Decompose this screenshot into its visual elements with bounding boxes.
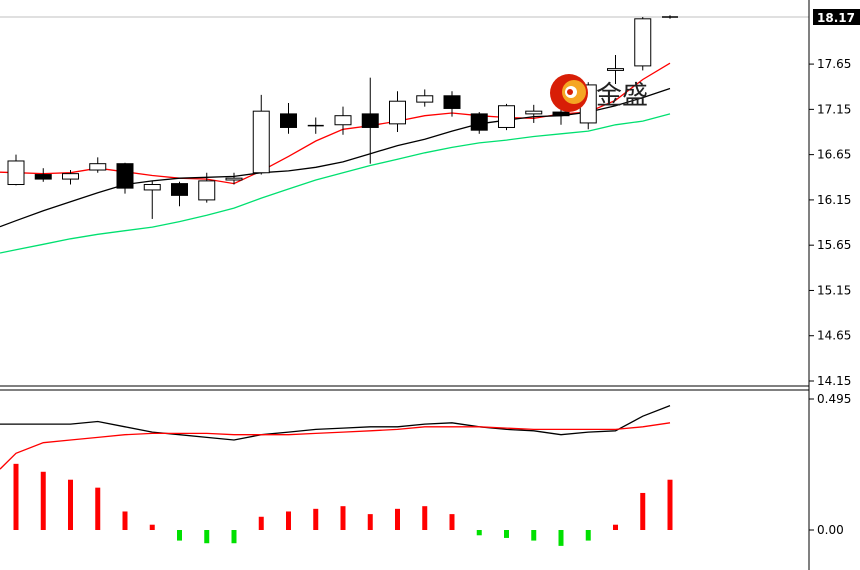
candle [7,154,25,186]
candle [634,17,652,71]
candle-body [470,113,488,131]
current-price-tag: 18.17 [813,9,860,25]
watermark-text: 金盛 [596,81,648,111]
osc-bar [95,487,101,530]
candle [89,157,107,173]
osc-bar [395,508,400,530]
candle-body [143,184,161,191]
price-tick-label: 17.15 [817,102,851,116]
oscillator-bars [13,463,673,546]
osc-bar [531,530,537,541]
osc-bar [558,530,564,546]
osc-bar [68,479,73,530]
candle [662,15,678,19]
osc-tick-label: 0.495 [817,392,851,406]
price-tick-label: 15.65 [817,238,851,252]
osc-tick-label: 0.00 [817,523,844,537]
candle-body [389,100,406,125]
jinsheng-logo-icon [550,74,588,112]
candle [607,55,624,85]
candle [307,117,324,134]
osc-bar [177,530,182,541]
candle-body [607,68,624,71]
candle [361,77,379,164]
oscillator-lines [0,404,671,470]
candlesticks [7,15,678,219]
osc-bar [40,471,46,530]
osc-line-0 [0,404,671,441]
candle [416,89,434,107]
candle [443,91,461,117]
candle [334,106,352,135]
osc-bar [231,530,237,544]
candle [225,172,243,185]
candle-body [7,160,25,186]
price-tick-label: 16.65 [817,148,851,162]
candle [470,112,488,134]
candle [252,94,270,175]
candle-body [225,177,243,181]
candle [116,162,134,194]
candle-body [280,113,297,128]
candle-body [116,163,134,189]
candle [171,181,188,207]
ma-line-2 [0,113,671,254]
osc-bar [340,506,346,530]
candle [280,103,297,134]
candle-body [62,173,79,180]
price-axis: 17.65 17.15 16.65 16.15 15.65 15.15 14.65 14.15 [809,57,851,388]
candle-body [252,110,270,174]
osc-bar [13,463,19,530]
osc-bar [286,511,291,530]
candle-body [498,105,515,128]
osc-bar [449,514,455,530]
oscillator-axis: 0.495 0.00 [809,392,851,537]
candle-body [416,95,434,103]
candle-body [443,95,461,109]
osc-bar [613,524,618,530]
candle [62,170,79,185]
candle-body [34,174,52,180]
osc-bar [504,530,509,538]
osc-bar [585,530,591,541]
candle-body [634,18,652,67]
candle [143,180,161,219]
price-tick-label: 14.65 [817,329,851,343]
osc-bar [149,524,155,530]
candle-body [89,163,107,171]
osc-bar [204,530,210,544]
candle [34,168,52,182]
candle [525,104,543,123]
candle-body [171,183,188,196]
price-tick-label: 15.15 [817,283,851,297]
candle-body [552,111,570,117]
osc-bar [122,511,128,530]
osc-bar [667,479,673,530]
candle-body [361,113,379,128]
candle [198,172,216,203]
candle-body [525,110,543,115]
osc-bar [422,506,428,530]
candle [498,103,515,131]
candle [389,91,406,132]
price-tick-label: 16.15 [817,193,851,207]
osc-bar [367,514,373,530]
price-tick-label: 17.65 [817,57,851,71]
osc-bar [640,492,646,530]
osc-bar [476,530,482,536]
price-tick-label: 14.15 [817,374,851,388]
osc-line-1 [0,422,671,470]
candle-body [198,180,216,201]
osc-bar [313,508,319,530]
current-price-label: 18.17 [817,11,855,25]
candle-body [334,115,352,126]
osc-bar [258,516,264,530]
